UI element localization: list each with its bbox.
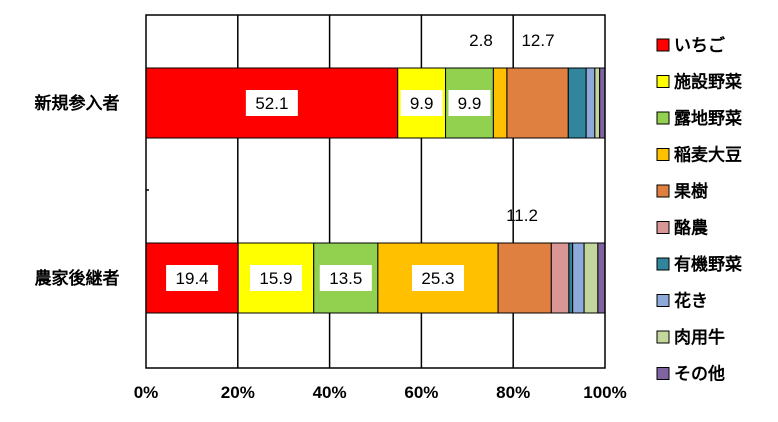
bar-segment-1-4 xyxy=(492,67,508,139)
legend-label: 肉用牛 xyxy=(674,327,725,348)
plot-frame xyxy=(145,14,606,369)
legend-swatch xyxy=(656,75,670,88)
data-label: 25.3 xyxy=(421,269,454,288)
data-label-box xyxy=(448,90,491,116)
legend-label: いちご xyxy=(674,35,726,56)
data-label-box xyxy=(400,90,443,116)
legend-label: 花き xyxy=(674,291,708,312)
legend-swatch xyxy=(656,148,670,161)
legend-label: 露地野菜 xyxy=(674,108,743,129)
data-label: 13.5 xyxy=(329,269,362,288)
data-label: 11.2 xyxy=(506,206,538,225)
bar-segment-2-8 xyxy=(572,242,585,314)
data-label-box xyxy=(245,90,298,116)
x-tick-label: 80% xyxy=(496,383,530,402)
x-tick-label: 20% xyxy=(221,383,255,402)
x-tick-label: 40% xyxy=(313,383,347,402)
data-label: 15.9 xyxy=(259,269,292,288)
bar-segment-2-9 xyxy=(583,242,599,314)
legend-label: その他 xyxy=(674,364,725,385)
bar-segment-2-6 xyxy=(550,242,570,314)
x-tick-label: 60% xyxy=(404,383,438,402)
bar-segment-1-9 xyxy=(594,67,601,139)
x-tick-label: 100% xyxy=(583,383,626,402)
legend-swatch xyxy=(656,184,670,198)
legend-swatch xyxy=(656,367,670,380)
bar-segment-1-10 xyxy=(599,67,606,139)
data-label: 2.8 xyxy=(469,31,493,50)
legend-swatch xyxy=(656,38,670,52)
legend-label: 施設野菜 xyxy=(674,72,743,93)
data-label-box xyxy=(166,265,219,291)
legend-swatch xyxy=(656,330,670,344)
data-label: 9.9 xyxy=(458,94,482,113)
legend-swatch xyxy=(656,111,670,125)
category-label: 新規参入者 xyxy=(35,93,120,114)
legend-label: 稲麦大豆 xyxy=(674,145,742,166)
data-label: 19.4 xyxy=(176,269,209,288)
plot-border xyxy=(145,14,606,369)
data-labels: 52.1 9.9 9.9 2.8 12.7 19.4 15.9 13.5 25.3 11.2 xyxy=(166,31,555,291)
x-axis-ticks: 0% 20% 40% 60% 80% 100% xyxy=(134,383,627,402)
legend-swatch xyxy=(656,221,670,234)
data-label-box xyxy=(319,265,372,291)
legend-label: 有機野菜 xyxy=(674,254,743,275)
data-label-box xyxy=(411,265,464,291)
bar-segment-1-7 xyxy=(567,67,587,139)
data-label: 52.1 xyxy=(255,94,288,113)
x-tick-label: 0% xyxy=(134,383,159,402)
category-label: 農家後継者 xyxy=(35,268,120,289)
legend-swatch xyxy=(656,294,670,307)
legend-label: 果樹 xyxy=(674,181,708,202)
legend-label: 酪農 xyxy=(674,218,708,239)
bar-segment-2-7 xyxy=(568,242,574,314)
data-label: 9.9 xyxy=(410,94,434,113)
bar-segment-2-5 xyxy=(497,242,552,314)
legend-swatch xyxy=(656,257,670,271)
bar-segment-2-10 xyxy=(597,242,606,314)
bar-segment-1-8 xyxy=(585,67,596,139)
data-label-box xyxy=(249,265,302,291)
bar-segment-1-5 xyxy=(506,67,569,139)
data-label: 12.7 xyxy=(521,31,554,50)
